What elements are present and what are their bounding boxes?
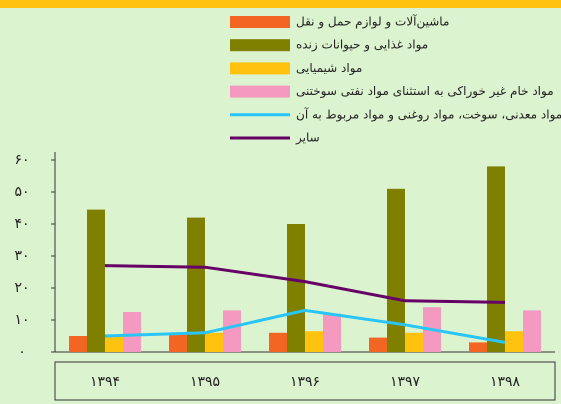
bar — [187, 217, 205, 352]
legend-label: ماشین‌آلات و لوازم حمل و نقل — [296, 14, 449, 30]
y-tick-label: ۰ — [18, 344, 26, 360]
bar — [405, 332, 423, 352]
category-box — [54, 361, 556, 401]
legend-label: سایر — [295, 131, 320, 146]
bar — [123, 312, 141, 352]
bar — [223, 310, 241, 352]
y-tick-label: ۵۰ — [14, 184, 29, 200]
line — [104, 308, 506, 344]
x-tick-label: ۱۳۹۷ — [390, 374, 421, 390]
x-tick-label: ۱۳۹۵ — [190, 374, 220, 390]
bar — [505, 331, 523, 352]
legend-swatch — [230, 62, 290, 75]
legend-swatch — [230, 16, 290, 28]
x-tick-label: ۱۳۹۸ — [490, 374, 521, 390]
y-tick-label: ۱۰ — [14, 312, 29, 328]
legend-label: مواد خام غیر خوراکی به استثنای مواد نفتی… — [296, 84, 554, 99]
bar — [87, 209, 105, 352]
y-tick-label: ۴۰ — [14, 216, 29, 232]
bar — [287, 224, 305, 352]
legend-swatch — [230, 39, 290, 52]
y-tick-label: ۳۰ — [14, 248, 29, 264]
top-band — [0, 0, 561, 8]
bar — [69, 336, 87, 352]
bar — [169, 334, 187, 352]
bar — [105, 336, 123, 352]
legend-label: مواد معدنی، سوخت، مواد روغنی و مواد مربو… — [296, 106, 561, 122]
x-tick-label: ۱۳۹۴ — [90, 374, 120, 390]
legend-label: مواد شیمیایی — [296, 61, 362, 76]
line — [104, 264, 506, 304]
y-tick-label: ۲۰ — [14, 280, 29, 296]
legend-label: مواد غذایی و حیوانات زنده — [296, 38, 428, 53]
bar — [269, 332, 287, 352]
bar — [469, 342, 487, 352]
bar — [523, 310, 541, 352]
bar — [487, 166, 505, 352]
bar — [305, 331, 323, 352]
x-tick-label: ۱۳۹۶ — [290, 374, 320, 390]
legend-swatch — [230, 85, 290, 98]
bar — [323, 313, 341, 352]
bar — [205, 332, 223, 352]
bar — [387, 188, 405, 352]
bar — [369, 337, 387, 352]
y-tick-label: ۶۰ — [14, 152, 29, 168]
